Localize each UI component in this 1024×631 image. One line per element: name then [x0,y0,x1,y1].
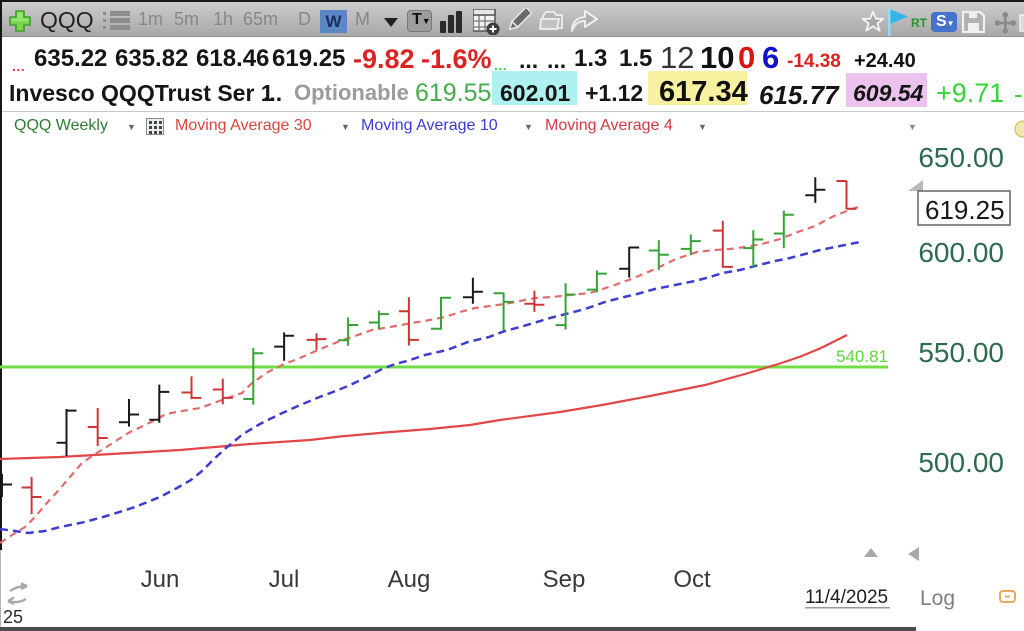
svg-text:Oct: Oct [673,566,711,593]
svg-text:Jun: Jun [141,566,180,593]
svg-text:650.00: 650.00 [918,142,1004,173]
svg-text:Jul: Jul [269,566,300,593]
svg-text:11/4/2025: 11/4/2025 [805,587,888,608]
svg-text:Aug: Aug [388,566,431,593]
svg-text:550.00: 550.00 [918,337,1004,368]
svg-text:Log: Log [920,587,955,610]
svg-text:25: 25 [3,607,23,627]
svg-text:619.25: 619.25 [925,195,1005,225]
svg-text:600.00: 600.00 [918,237,1004,268]
svg-text:Sep: Sep [543,566,586,593]
svg-text:540.81: 540.81 [836,347,888,366]
svg-text:500.00: 500.00 [918,447,1004,478]
